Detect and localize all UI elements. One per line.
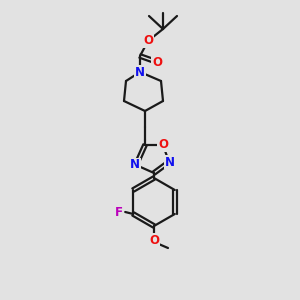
Text: N: N bbox=[165, 155, 175, 169]
Text: O: O bbox=[158, 139, 168, 152]
Text: O: O bbox=[149, 233, 159, 247]
Text: O: O bbox=[152, 56, 162, 68]
Text: N: N bbox=[130, 158, 140, 172]
Text: F: F bbox=[115, 206, 123, 218]
Text: N: N bbox=[135, 65, 145, 79]
Text: O: O bbox=[143, 34, 153, 47]
